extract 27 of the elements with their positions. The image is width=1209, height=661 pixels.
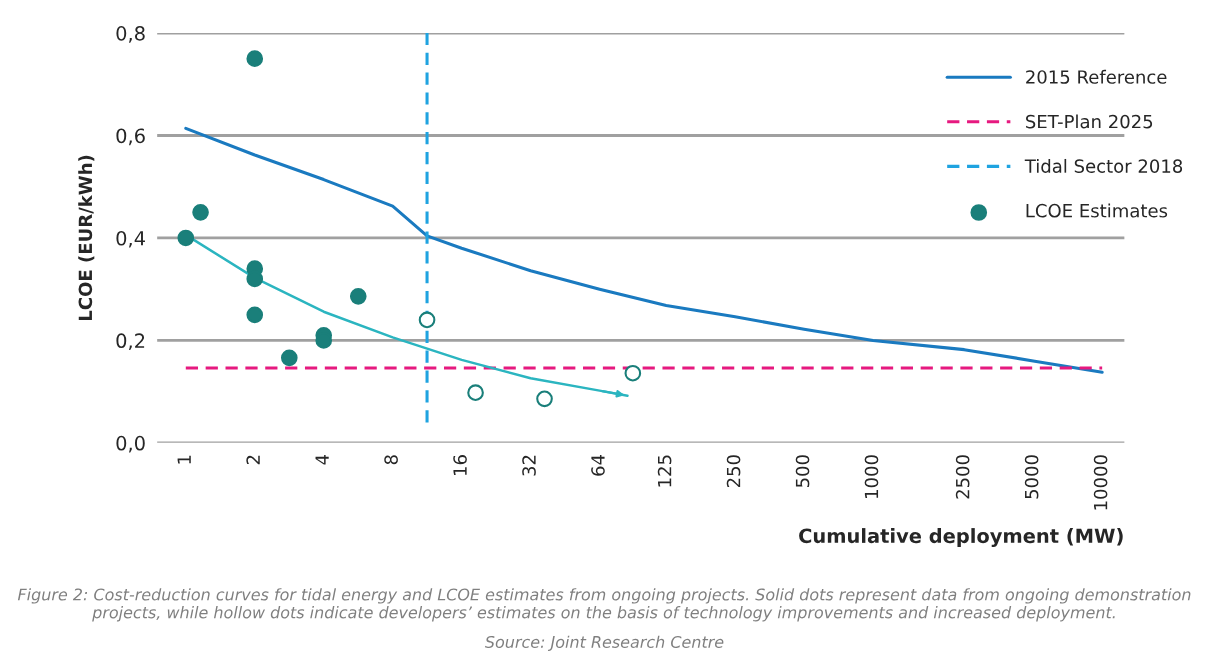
legend-label: SET-Plan 2025 (1026, 114, 1153, 129)
x-tick-label: 1000 (864, 455, 879, 498)
y-tick-label: 0,0 (116, 435, 145, 453)
y-tick-label: 0,2 (116, 333, 145, 351)
x-tick-label: 2500 (955, 455, 970, 499)
y-tick-label: 0,4 (116, 230, 145, 248)
x-tick-label: 32 (522, 455, 536, 476)
y-tick-label: 0,8 (116, 26, 145, 43)
x-tick-label: 2 (246, 455, 260, 465)
source-note: Source: Joint Research Centre (484, 635, 724, 651)
x-tick-label: 125 (657, 455, 672, 487)
caption: Figure 2: Cost-reduction curves for tidal energy and LCOE estimates from ongoing projects. Solid dots represent data from ongoing demonstration projects, while hollow dots indicate developers’ estimates on the basis of technology improvements and increased deployment. (17, 588, 1191, 622)
x-tick-label: 10000 (1093, 455, 1108, 510)
x-tick-label: 64 (591, 454, 605, 476)
x-tick-label: 16 (453, 455, 467, 475)
x-tick-label: 5000 (1024, 455, 1039, 499)
x-tick-label: 1 (177, 455, 191, 464)
legend-label: Tidal Sector 2018 (1024, 158, 1183, 173)
legend-label: 2015 Reference (1026, 69, 1167, 84)
legend-label: LCOE Estimates (1026, 203, 1168, 218)
x-tick-label: 4 (315, 454, 329, 465)
y-tick-label: 0,6 (116, 128, 145, 146)
y-axis-title: LCOE (EUR/kWh) (78, 155, 95, 321)
x-tick-label: 250 (726, 455, 741, 488)
x-axis-title: Cumulative deployment (MW) (799, 528, 1123, 548)
x-tick-label: 8 (384, 455, 398, 465)
x-tick-label: 500 (795, 455, 810, 488)
